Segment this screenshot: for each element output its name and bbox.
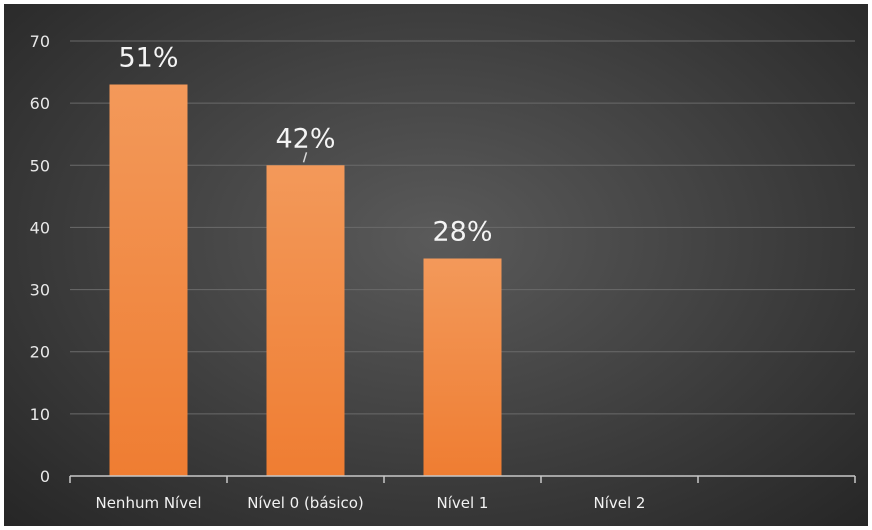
data-label-2: 42% (275, 123, 335, 154)
x-axis (69, 475, 856, 483)
y-tick-label: 20 (30, 343, 50, 362)
data-label-leader-line (302, 152, 308, 163)
y-tick-label: 0 (40, 467, 50, 486)
data-label-1: 51% (118, 43, 178, 74)
y-tick-label: 10 (30, 405, 50, 424)
bars (109, 84, 502, 477)
bar-2 (266, 165, 345, 477)
y-axis-tick-labels: 0 10 20 30 40 50 60 70 (30, 32, 50, 486)
category-label-3: Nível 1 (437, 494, 489, 512)
y-tick-label: 30 (30, 281, 50, 300)
y-tick-label: 50 (30, 156, 50, 175)
category-label-2: Nível 0 (básico) (247, 494, 364, 512)
x-axis-category-labels: Nenhum Nível Nível 0 (básico) Nível 1 Nível… (95, 494, 645, 512)
bar-3 (423, 258, 502, 476)
category-label-1: Nenhum Nível (95, 494, 201, 512)
category-label-4: Nível 2 (594, 494, 646, 512)
data-label-3: 28% (432, 217, 492, 248)
y-tick-label: 60 (30, 94, 50, 113)
y-tick-label: 70 (30, 32, 50, 51)
y-tick-label: 40 (30, 218, 50, 237)
bar-1 (109, 84, 188, 476)
data-labels: 51% 42% 28% (118, 43, 492, 248)
